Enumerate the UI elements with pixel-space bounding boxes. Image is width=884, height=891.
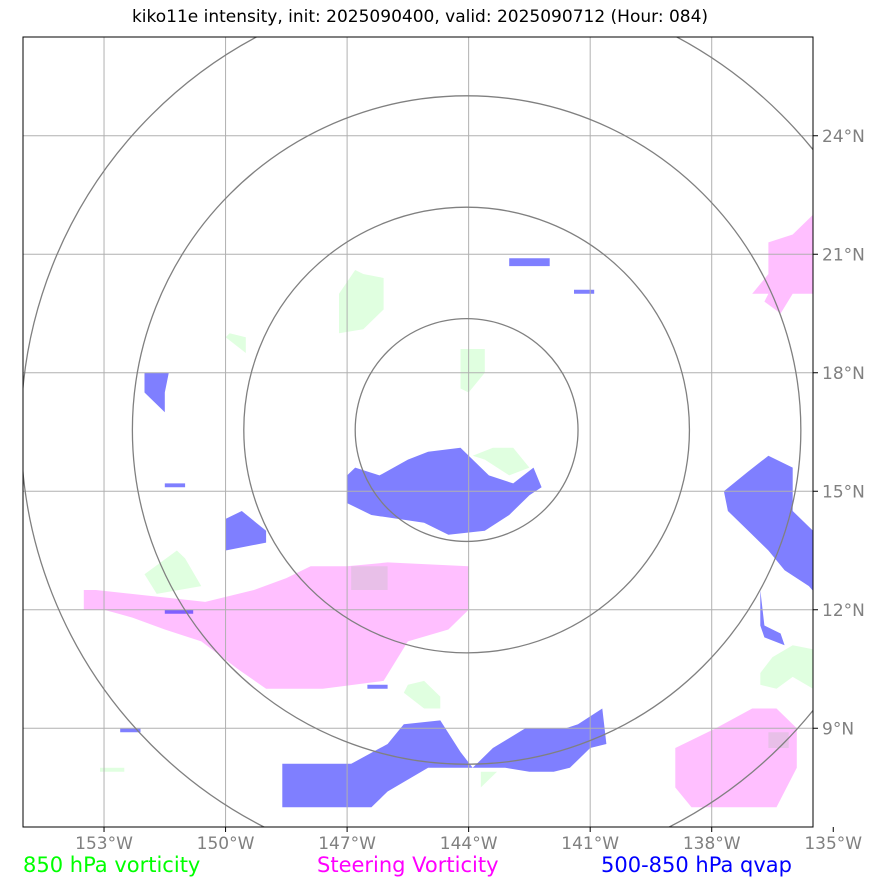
qvap-region-2 xyxy=(282,708,607,808)
qvap-region-3 xyxy=(225,511,267,551)
lat-tick-label-2: 15°N xyxy=(822,482,865,502)
vort850-region-7 xyxy=(403,680,441,709)
range-ring-1 xyxy=(243,206,691,654)
legend-850hpa-vorticity: 850 hPa vorticity xyxy=(23,853,201,877)
steering-region-2 xyxy=(752,214,813,314)
lat-tick-label-4: 21°N xyxy=(822,245,865,265)
vort850-region-6 xyxy=(480,771,497,788)
distance-rings xyxy=(23,37,813,827)
qvap-region-9 xyxy=(164,609,194,614)
lat-axis: 9°N 12°N 15°N 18°N 21°N 24°N xyxy=(813,127,865,739)
vort850-region-10 xyxy=(100,767,125,772)
lon-tick-label-1: 150°W xyxy=(197,834,255,854)
lat-tick-label-5: 24°N xyxy=(822,127,865,147)
qvap-region-10 xyxy=(120,728,141,733)
lon-tick-label-6: 135°W xyxy=(804,834,862,854)
legend-qvap: 500-850 hPa qvap xyxy=(601,853,792,877)
qvap-region-6 xyxy=(509,258,550,267)
range-ring-0 xyxy=(354,317,579,543)
qvap-region-8 xyxy=(164,483,186,488)
qvap-region-11 xyxy=(367,684,388,689)
lon-tick-label-4: 141°W xyxy=(561,834,619,854)
map-frame xyxy=(22,36,814,828)
qvap-region-1 xyxy=(723,455,813,591)
range-ring-2 xyxy=(131,95,802,765)
chart-title: kiko11e intensity, init: 2025090400, val… xyxy=(131,7,709,27)
vort850-region-5 xyxy=(351,566,388,590)
lon-tick-label-3: 144°W xyxy=(440,834,498,854)
qvap-region-4 xyxy=(144,372,169,413)
legend-steering-vorticity: Steering Vorticity xyxy=(317,853,499,877)
lon-tick-label-0: 153°W xyxy=(75,834,133,854)
qvap-region-5 xyxy=(760,590,785,646)
vort850-region-8 xyxy=(760,645,813,689)
steering-region-0 xyxy=(83,562,469,689)
lat-tick-label-3: 18°N xyxy=(822,364,865,384)
lat-tick-label-0: 9°N xyxy=(822,719,854,739)
vort850-region-4 xyxy=(144,550,202,594)
vort850-region-0 xyxy=(339,270,384,334)
vort850-region-2 xyxy=(460,349,485,393)
lon-axis: 153°W 150°W 147°W 144°W 141°W 138°W 135°W xyxy=(75,827,862,854)
lon-tick-label-2: 147°W xyxy=(318,834,376,854)
vort850-region-1 xyxy=(225,333,246,353)
lon-tick-label-5: 138°W xyxy=(683,834,741,854)
field-fills xyxy=(83,214,813,808)
vort850-region-3 xyxy=(472,447,530,476)
lat-tick-label-1: 12°N xyxy=(822,601,865,621)
qvap-region-7 xyxy=(574,289,595,294)
steering-region-1 xyxy=(675,708,797,808)
